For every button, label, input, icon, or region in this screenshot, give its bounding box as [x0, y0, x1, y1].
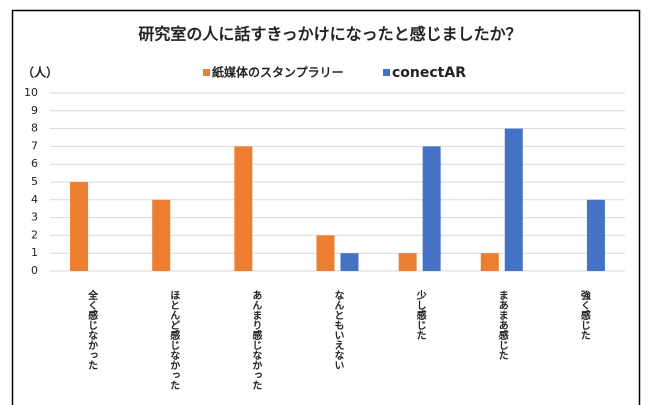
y-tick-label: 3 [31, 211, 38, 224]
x-tick-label: ほとんど感じなかった [168, 290, 180, 390]
bar [422, 146, 441, 271]
chart-frame [11, 9, 641, 405]
chart-title: 研究室の人に話すきっかけになったと感じましたか？ [138, 25, 521, 44]
y-unit-label: （人） [22, 65, 58, 80]
bar [504, 128, 523, 271]
legend-label: conectAR [392, 65, 466, 81]
bar [480, 253, 499, 271]
y-tick-label: 6 [31, 157, 38, 170]
x-tick-label: 強く感じた [578, 289, 590, 340]
bar [398, 253, 417, 271]
y-tick-label: 8 [31, 122, 38, 135]
bar [70, 182, 89, 271]
bar [340, 253, 359, 271]
y-tick-label: 4 [31, 193, 38, 206]
y-tick-label: 10 [24, 86, 38, 99]
legend-label: 紙媒体のスタンプラリー [212, 65, 344, 80]
y-tick-label: 2 [31, 228, 38, 241]
bar [316, 235, 335, 271]
x-tick-label: あんまり感じなかった [250, 290, 262, 390]
x-tick-label: まあまあ感じた [496, 290, 508, 360]
bar [586, 199, 605, 271]
y-tick-label: 0 [31, 264, 38, 277]
legend-swatch [383, 69, 390, 76]
y-tick-label: 7 [31, 139, 38, 152]
bar [152, 199, 171, 271]
x-tick-label: 少し感じた [414, 289, 427, 340]
bar [234, 146, 253, 271]
x-tick-label: なんともいえない [332, 290, 344, 370]
y-tick-label: 5 [31, 175, 38, 188]
x-tick-label: 全く感じなかった [86, 289, 99, 370]
y-tick-label: 9 [31, 104, 38, 117]
legend-swatch [203, 69, 210, 76]
y-tick-label: 1 [31, 246, 38, 259]
